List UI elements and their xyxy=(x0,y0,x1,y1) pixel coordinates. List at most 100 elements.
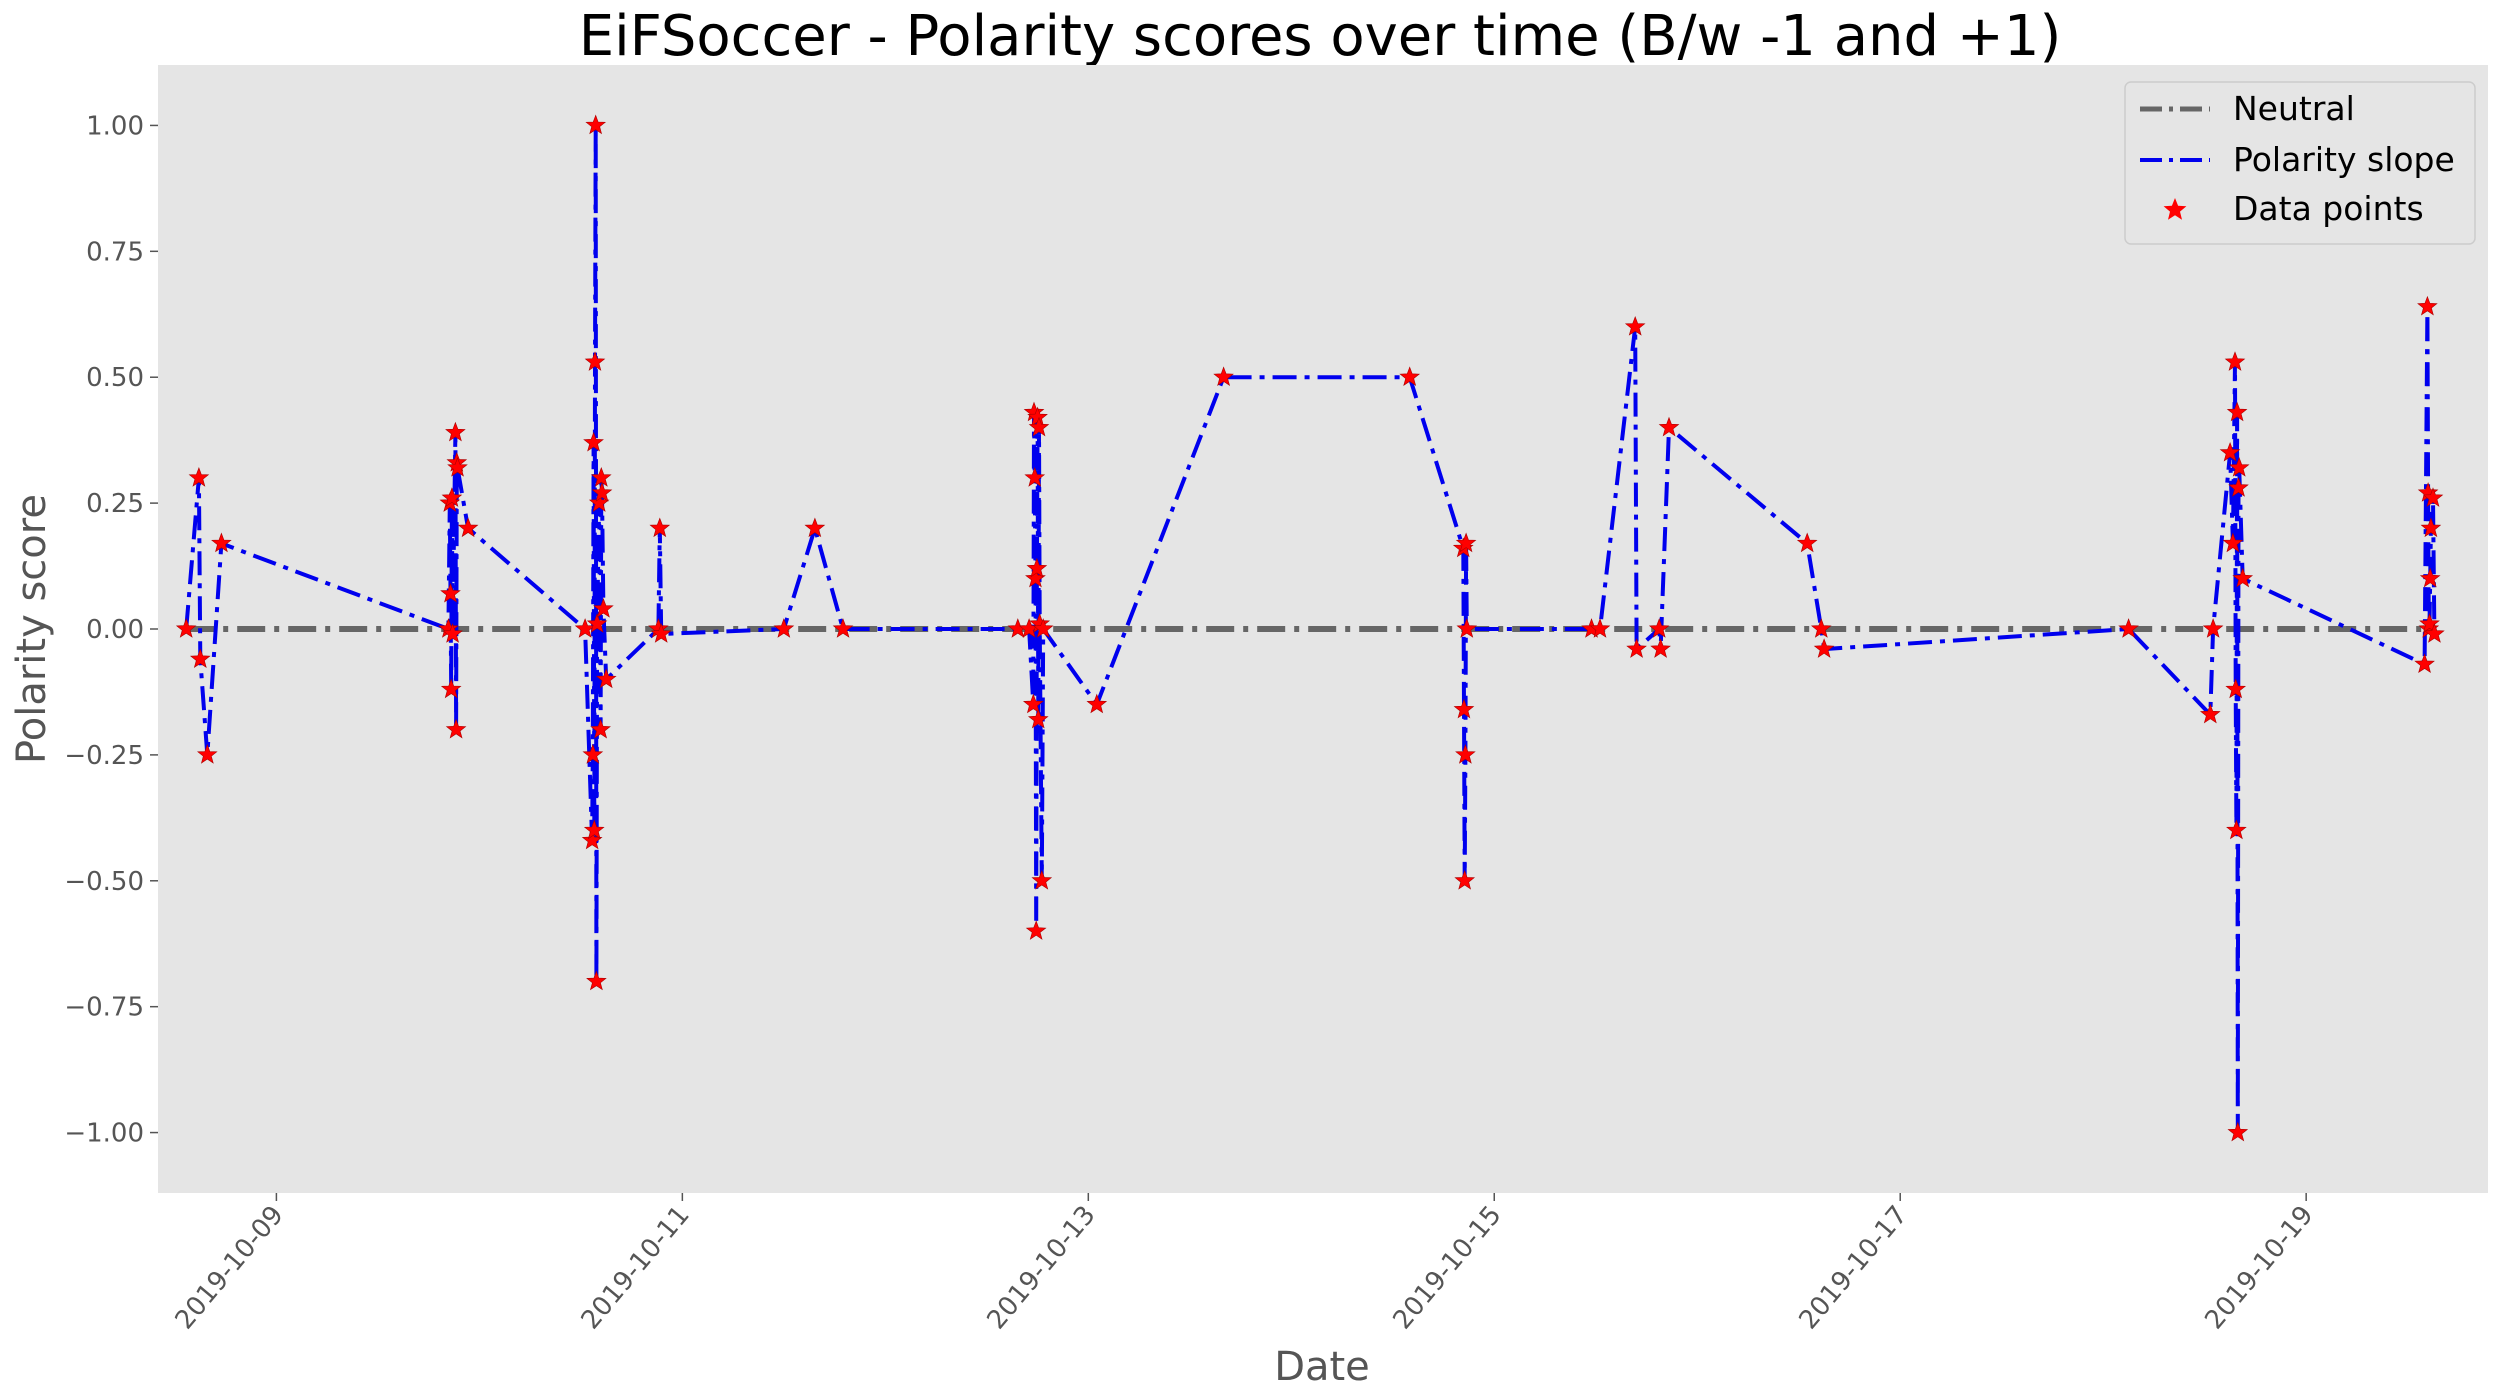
data-point-star xyxy=(1796,532,1818,553)
data-point-star xyxy=(584,351,606,371)
data-point-star xyxy=(1624,316,1646,336)
data-point-star xyxy=(1028,416,1050,437)
data-point-star xyxy=(582,744,604,764)
data-point-star xyxy=(2419,567,2441,588)
data-point-star xyxy=(1813,638,1835,658)
data-point-star xyxy=(188,467,210,487)
data-point-star xyxy=(1454,869,1476,890)
data-points-layer xyxy=(175,114,2445,1142)
data-point-star xyxy=(196,744,218,764)
data-point-star xyxy=(2228,477,2249,497)
y-axis: 1.00 0.75 0.50 0.25 0.00 −0.25 −0.50 −0.75 −1.00 xyxy=(64,111,158,1149)
data-point-star xyxy=(447,457,468,477)
y-tick-label: −0.75 xyxy=(64,993,144,1023)
data-point-star xyxy=(2414,653,2435,673)
data-point-star xyxy=(2202,618,2224,638)
data-point-star xyxy=(1213,366,1234,386)
data-point-star xyxy=(2219,441,2241,462)
data-point-star xyxy=(591,482,613,502)
y-tick-label: −1.00 xyxy=(64,1119,144,1149)
data-point-star xyxy=(1456,618,1478,638)
data-point-star xyxy=(1399,366,1421,386)
data-point-star xyxy=(2228,457,2250,477)
data-point-star xyxy=(649,517,671,538)
data-point-star xyxy=(1648,618,1670,638)
data-point-star xyxy=(1025,920,1047,940)
x-tick-label: 2019-10-17 xyxy=(1793,1200,1913,1335)
data-point-star xyxy=(2224,351,2246,371)
data-point-star xyxy=(1032,618,1054,638)
data-point-star xyxy=(2424,623,2445,643)
data-point-star xyxy=(593,598,614,618)
data-point-star xyxy=(1455,532,1477,553)
data-point-star xyxy=(2226,819,2247,840)
data-point-star xyxy=(583,819,605,840)
data-point-star xyxy=(773,618,795,638)
data-point-star xyxy=(2118,618,2139,638)
data-point-star xyxy=(1650,638,1671,658)
data-point-star xyxy=(445,421,466,442)
data-point-star xyxy=(2222,532,2244,553)
data-point-star xyxy=(2227,1121,2249,1142)
y-axis-title: Polarity score xyxy=(9,494,55,764)
y-tick-label: 0.25 xyxy=(86,489,144,519)
data-point-star xyxy=(457,517,479,538)
data-point-star xyxy=(2199,703,2221,724)
legend-box xyxy=(2124,81,2476,245)
data-point-star xyxy=(832,618,854,638)
data-point-star xyxy=(1026,557,1048,578)
data-point-star xyxy=(440,678,462,699)
x-tick-label: 2019-10-15 xyxy=(1388,1200,1508,1335)
x-axis: 2019-10-09 2019-10-11 2019-10-13 2019-10-15… xyxy=(170,1193,2320,1335)
data-point-star xyxy=(1027,708,1049,729)
y-tick-label: 1.00 xyxy=(86,111,144,141)
data-point-star xyxy=(1810,618,1832,638)
legend-points-label: Data points xyxy=(2233,189,2424,228)
x-tick-label: 2019-10-19 xyxy=(2199,1200,2319,1335)
x-tick-label: 2019-10-13 xyxy=(982,1200,1102,1335)
data-point-star xyxy=(2225,678,2247,699)
y-tick-label: 0.00 xyxy=(86,615,144,645)
data-point-star xyxy=(2419,613,2440,633)
data-point-star xyxy=(595,668,617,689)
legend-neutral-label: Neutral xyxy=(2233,89,2355,128)
legend-star-swatch xyxy=(2163,198,2187,220)
data-point-star xyxy=(583,431,604,452)
y-tick-label: −0.50 xyxy=(64,867,144,897)
data-point-star xyxy=(586,970,607,991)
data-point-star xyxy=(211,532,232,553)
x-axis-title: Date xyxy=(1274,1344,1370,1390)
data-point-star xyxy=(585,114,607,135)
data-point-star xyxy=(586,613,608,633)
data-point-star xyxy=(445,718,467,739)
data-point-star xyxy=(175,618,197,638)
data-point-star xyxy=(590,467,612,487)
data-point-star xyxy=(440,582,461,603)
legend-slope-label: Polarity slope xyxy=(2233,140,2455,179)
data-point-star xyxy=(2417,295,2438,316)
y-tick-label: 0.75 xyxy=(86,237,144,267)
data-point-star xyxy=(441,487,463,507)
data-point-star xyxy=(574,618,596,638)
data-point-star xyxy=(590,718,611,739)
data-point-star xyxy=(1626,638,1647,658)
data-point-star xyxy=(804,517,826,538)
data-point-star xyxy=(442,623,463,643)
x-tick-label: 2019-10-09 xyxy=(170,1200,290,1335)
data-point-star xyxy=(1589,618,1611,638)
chart-title: EiFSoccer - Polarity scores over time (B… xyxy=(579,4,2062,69)
data-point-star xyxy=(650,623,672,643)
data-point-star xyxy=(1086,693,1108,714)
data-point-star xyxy=(1022,693,1044,714)
data-point-star xyxy=(1024,467,1046,487)
data-point-star xyxy=(1658,416,1680,437)
x-tick-label: 2019-10-11 xyxy=(576,1200,696,1335)
data-point-star xyxy=(2420,517,2442,538)
data-point-star xyxy=(1453,698,1475,719)
data-point-star xyxy=(1455,744,1476,764)
y-tick-label: 0.50 xyxy=(86,363,144,393)
data-point-star xyxy=(189,648,211,668)
legend: Neutral Polarity slope Data points xyxy=(2124,81,2476,245)
data-point-star xyxy=(1031,869,1053,890)
